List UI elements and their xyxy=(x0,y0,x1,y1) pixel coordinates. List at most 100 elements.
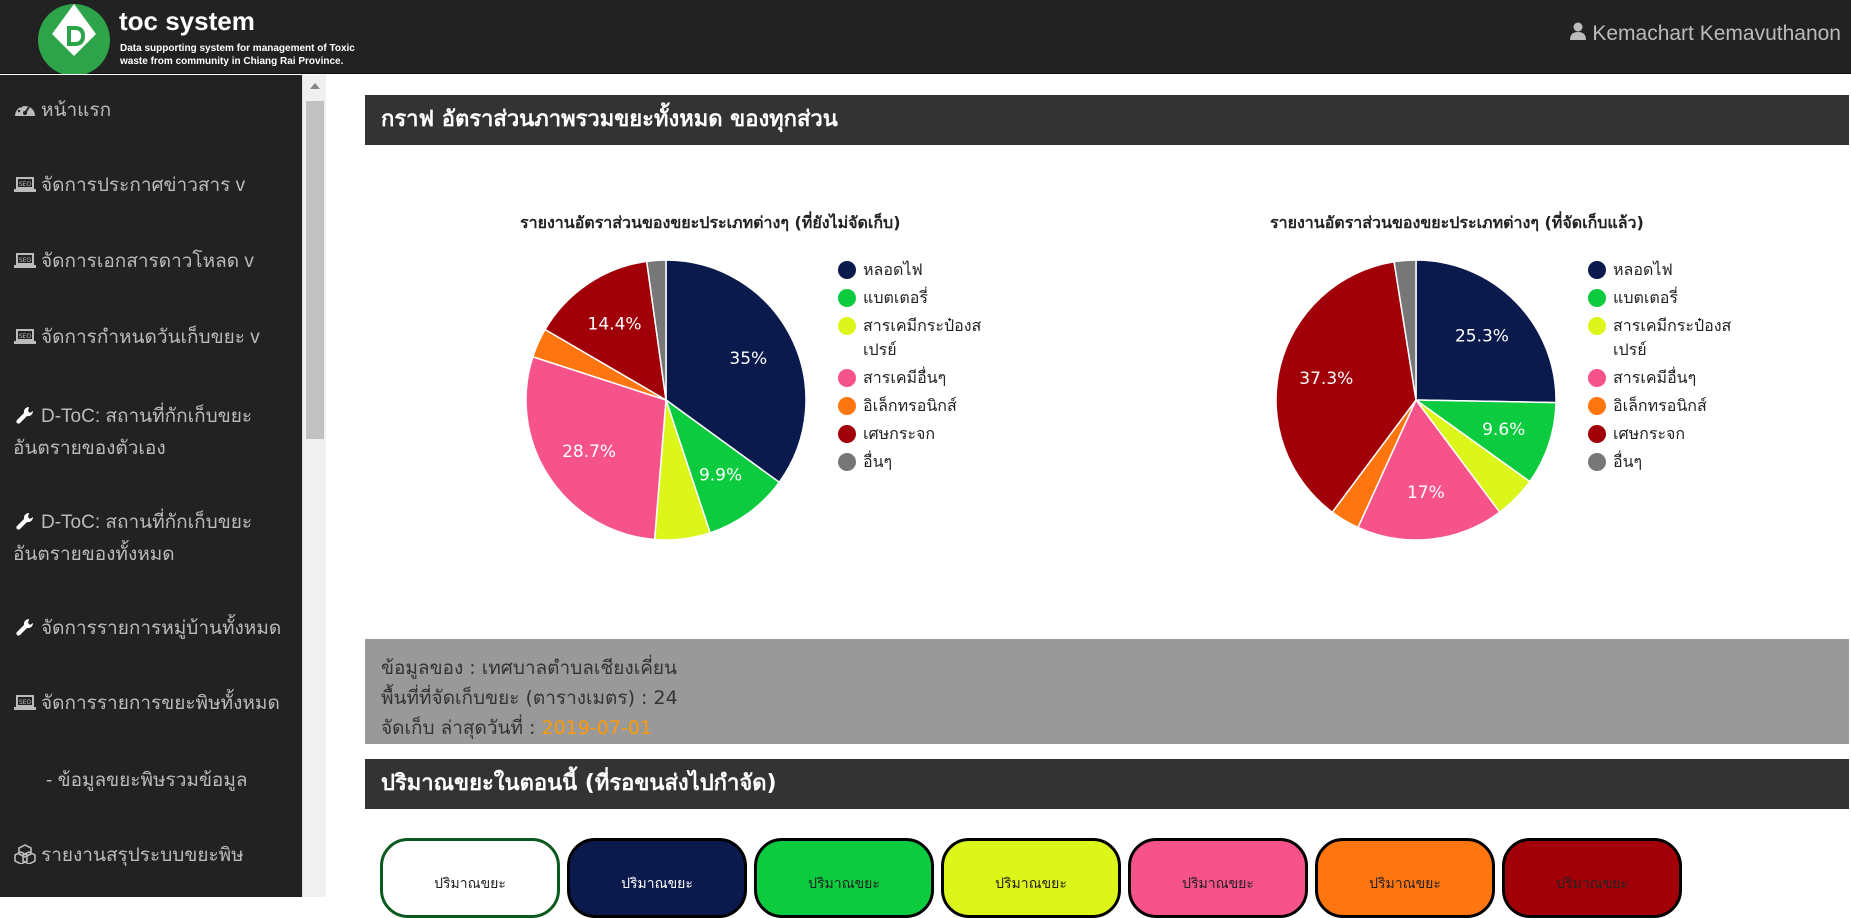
pie-slice[interactable] xyxy=(1275,260,1417,514)
legend-label: สารเคมีอื่นๆ xyxy=(1613,368,1697,387)
brand-title: toc system xyxy=(119,6,255,36)
dashboard-icon xyxy=(13,98,37,118)
quantity-card[interactable]: ปริมาณขยะ xyxy=(1315,838,1495,918)
chart1-title: รายงานอัตราส่วนของขยะประเภทต่างๆ (ที่ยัง… xyxy=(520,213,901,232)
sidebar-item-schedule[interactable]: SEO จัดการกำหนดวันเก็บขยะ v xyxy=(0,322,302,354)
area-value: 24 xyxy=(653,687,678,709)
sidebar-scrollbar[interactable] xyxy=(302,75,326,897)
quantity-card[interactable]: ปริมาณขยะ xyxy=(1502,838,1682,918)
sidebar-item-label-line2: อันตรายของตัวเอง xyxy=(13,438,166,459)
sidebar-item-label-line1: D-ToC: สถานที่กักเก็บขยะ xyxy=(41,512,253,533)
chart2-pie: 25.3% 9.6% 17% 37.3% xyxy=(1275,259,1557,541)
sidebar-item-dtoc-all[interactable]: D-ToC: สถานที่กักเก็บขยะ อันตรายของทั้งห… xyxy=(0,507,302,571)
quantity-card[interactable]: ปริมาณขยะ xyxy=(380,838,560,918)
seo-laptop-icon: SEO xyxy=(13,249,37,269)
quantity-card[interactable]: ปริมาณขยะ xyxy=(567,838,747,918)
pie-data-label: 28.7% xyxy=(562,442,616,462)
sidebar-item-label: จัดการเอกสารดาวโหลด v xyxy=(41,251,254,272)
sidebar-item-toxic-waste[interactable]: SEO จัดการรายการขยะพิษทั้งหมด xyxy=(0,688,302,720)
legend-swatch xyxy=(1588,453,1606,471)
svg-text:SEO: SEO xyxy=(19,181,32,188)
user-name: Kemachart Kemavuthanon xyxy=(1592,22,1841,45)
top-navbar: toc system Data supporting system for ma… xyxy=(0,0,1851,76)
quantity-card[interactable]: ปริมาณขยะ xyxy=(754,838,934,918)
legend-item[interactable]: สารเคมีกระป๋องสเปรย์ xyxy=(838,314,1008,362)
legend-item[interactable]: อิเล็กทรอนิกส์ xyxy=(838,394,1008,418)
scrollbar-thumb[interactable] xyxy=(306,101,324,439)
sidebar-item-dtoc-own[interactable]: D-ToC: สถานที่กักเก็บขยะ อันตรายของตัวเอ… xyxy=(0,401,302,465)
legend-swatch xyxy=(1588,317,1606,335)
legend-swatch xyxy=(1588,425,1606,443)
sidebar-item-label: - ข้อมูลขยะพิษรวมข้อมูล xyxy=(46,770,248,791)
chart1-pie: 35% 9.9% 28.7% 14.4% xyxy=(525,259,807,541)
pie-data-label: 9.9% xyxy=(699,466,742,486)
wrench-icon xyxy=(13,616,37,636)
legend-swatch xyxy=(1588,369,1606,387)
legend-label: สารเคมีกระป๋องสเปรย์ xyxy=(863,316,982,359)
pie-slice[interactable] xyxy=(1413,399,1557,483)
legend-swatch xyxy=(838,425,856,443)
sidebar-item-news[interactable]: SEO จัดการประกาศข่าวสาร v xyxy=(0,170,302,202)
sidebar-item-label-line1: D-ToC: สถานที่กักเก็บขยะ xyxy=(41,406,253,427)
legend-item[interactable]: เศษกระจก xyxy=(838,422,1008,446)
pie-slice[interactable] xyxy=(1356,398,1501,541)
legend-item[interactable]: สารเคมีอื่นๆ xyxy=(838,366,1008,390)
sidebar-item-label: จัดการกำหนดวันเก็บขยะ v xyxy=(41,327,260,348)
legend-item[interactable]: เศษกระจก xyxy=(1588,422,1758,446)
pie-data-label: 37.3% xyxy=(1299,369,1353,389)
user-menu[interactable]: Kemachart Kemavuthanon xyxy=(1570,22,1841,46)
sidebar-item-home[interactable]: หน้าแรก xyxy=(0,95,302,127)
pie-data-label: 9.6% xyxy=(1482,420,1525,440)
legend-item[interactable]: สารเคมีอื่นๆ xyxy=(1588,366,1758,390)
legend-label: หลอดไฟ xyxy=(1613,260,1673,279)
area-label: พื้นที่ที่จัดเก็บขยะ (ตารางเมตร) : xyxy=(381,687,654,709)
brand-subtitle: Data supporting system for management of… xyxy=(120,42,370,68)
sidebar-item-downloads[interactable]: SEO จัดการเอกสารดาวโหลด v xyxy=(0,246,302,278)
pie-slice[interactable] xyxy=(1415,259,1557,404)
date-row: จัดเก็บ ล่าสุดวันที่ : 2019-07-01 xyxy=(381,713,1833,743)
legend-swatch xyxy=(838,261,856,279)
legend-swatch xyxy=(838,317,856,335)
sidebar-item-label: จัดการรายการหมู่บ้านทั้งหมด xyxy=(41,618,282,639)
pie-slice[interactable] xyxy=(1393,259,1417,401)
legend-item[interactable]: อื่นๆ xyxy=(1588,450,1758,474)
pie-data-label: 35% xyxy=(729,349,767,369)
date-value: 2019-07-01 xyxy=(541,717,652,739)
toc-logo[interactable] xyxy=(34,0,114,76)
sidebar-item-report[interactable]: รายงานสรุประบบขยะพิษ xyxy=(0,840,302,872)
section-header-ratio: กราฟ อัตราส่วนภาพรวมขยะทั้งหมด ของทุกส่ว… xyxy=(365,95,1849,145)
owner-row: ข้อมูลของ : เทศบาลตำบลเชียงเคี่ยน xyxy=(381,653,1833,683)
legend-swatch xyxy=(838,369,856,387)
pie-slice[interactable] xyxy=(664,398,781,534)
seo-laptop-icon: SEO xyxy=(13,325,37,345)
legend-item[interactable]: หลอดไฟ xyxy=(838,258,1008,282)
legend-label: หลอดไฟ xyxy=(863,260,923,279)
legend-item[interactable]: หลอดไฟ xyxy=(1588,258,1758,282)
scroll-up-arrow-icon[interactable] xyxy=(310,83,320,89)
quantity-card[interactable]: ปริมาณขยะ xyxy=(941,838,1121,918)
user-icon xyxy=(1570,22,1587,46)
sidebar-subitem-toxic-summary[interactable]: - ข้อมูลขยะพิษรวมข้อมูล xyxy=(0,765,302,797)
legend-swatch xyxy=(838,397,856,415)
chart1-legend: หลอดไฟแบตเตอรี่สารเคมีกระป๋องสเปรย์สารเค… xyxy=(838,258,1008,478)
pie-data-label: 14.4% xyxy=(588,314,642,334)
pie-slice[interactable] xyxy=(645,259,667,401)
pie-slice[interactable] xyxy=(544,260,667,402)
sidebar-item-villages[interactable]: จัดการรายการหมู่บ้านทั้งหมด xyxy=(0,613,302,645)
owner-value: เทศบาลตำบลเชียงเคี่ยน xyxy=(481,657,678,679)
legend-label: อิเล็กทรอนิกส์ xyxy=(1613,396,1707,415)
legend-item[interactable]: แบตเตอรี่ xyxy=(1588,286,1758,310)
sidebar: หน้าแรก SEO จัดการประกาศข่าวสาร v SEO จั… xyxy=(0,75,302,897)
pie-slice[interactable] xyxy=(665,259,807,484)
legend-item[interactable]: สารเคมีกระป๋องสเปรย์ xyxy=(1588,314,1758,362)
legend-item[interactable]: อิเล็กทรอนิกส์ xyxy=(1588,394,1758,418)
svg-text:SEO: SEO xyxy=(19,333,32,340)
sidebar-item-label: รายงานสรุประบบขยะพิษ xyxy=(41,845,244,866)
brand-subtitle-line2: waste from community in Chiang Rai Provi… xyxy=(120,56,344,67)
pie-slice[interactable] xyxy=(525,355,667,541)
date-label: จัดเก็บ ล่าสุดวันที่ : xyxy=(381,717,542,739)
legend-item[interactable]: แบตเตอรี่ xyxy=(838,286,1008,310)
legend-label: เศษกระจก xyxy=(863,424,936,443)
legend-item[interactable]: อื่นๆ xyxy=(838,450,1008,474)
quantity-card[interactable]: ปริมาณขยะ xyxy=(1128,838,1308,918)
